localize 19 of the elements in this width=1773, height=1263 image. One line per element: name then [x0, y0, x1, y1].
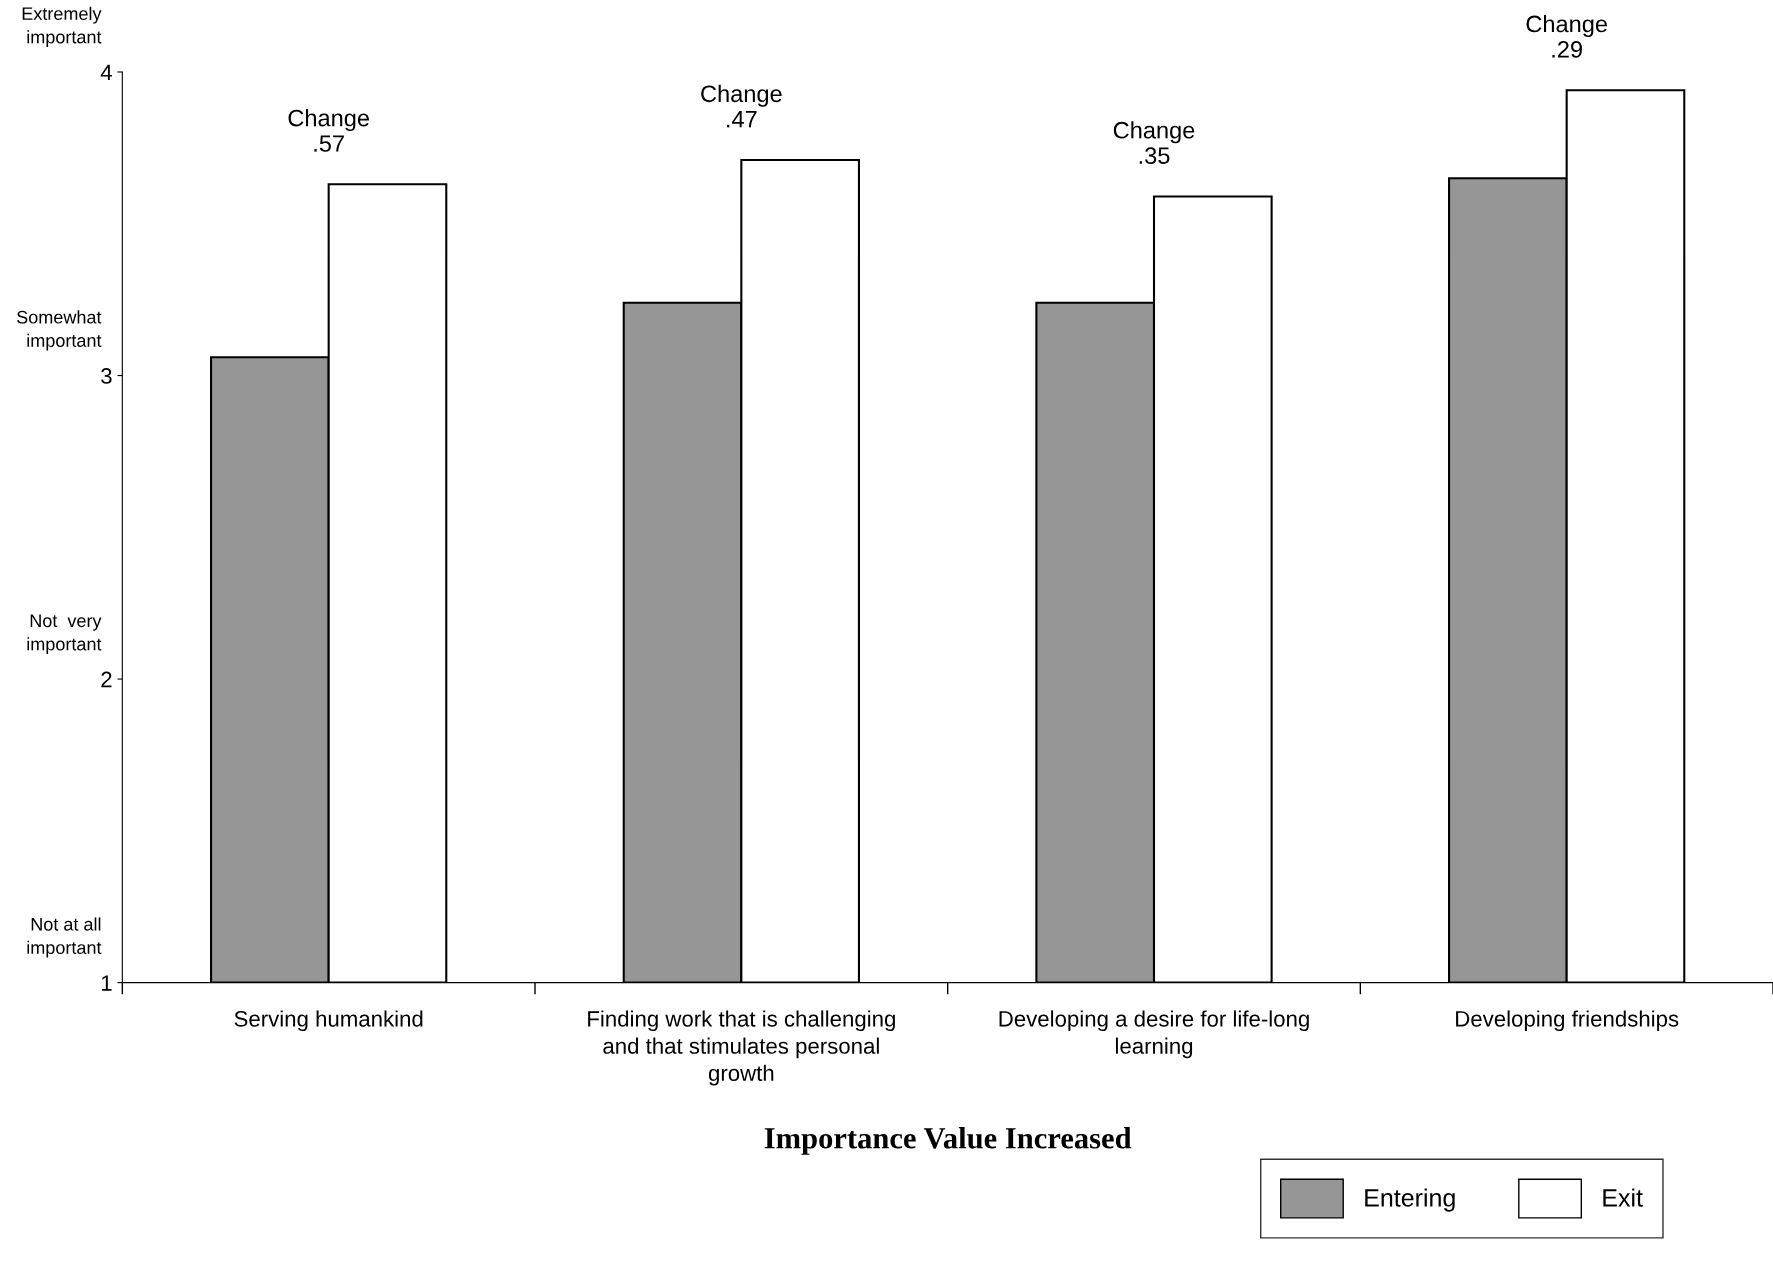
annotation: Change .57 — [288, 109, 369, 152]
y-tick-label: 1 — [101, 975, 112, 991]
x-axis-title: Importance Value Increased — [764, 1127, 1132, 1155]
y-tick-label: 2 — [101, 671, 112, 688]
x-tick-label: Developing friendships — [1456, 1010, 1679, 1032]
legend-label: Entering — [1365, 1188, 1455, 1212]
annotation: Change .35 — [1113, 121, 1195, 164]
annotation: Change .29 — [1526, 14, 1607, 58]
y-tick-label: 4 — [100, 64, 112, 81]
text: Extremely important — [22, 6, 102, 47]
text: Somewhat important — [17, 310, 102, 351]
x-tick-label: Finding work that is challenging and that stimulates personal growth — [588, 1010, 895, 1086]
annotation: Change .47 — [701, 84, 782, 128]
text: Not very important — [27, 614, 102, 655]
text: Not at all important — [27, 917, 102, 958]
y-tick-label: 3 — [101, 368, 112, 384]
x-tick-label: Developing a desire for life-long learning — [999, 1010, 1309, 1059]
legend-label: Exit — [1603, 1188, 1643, 1207]
x-tick-label: Serving humankind — [234, 1010, 423, 1032]
